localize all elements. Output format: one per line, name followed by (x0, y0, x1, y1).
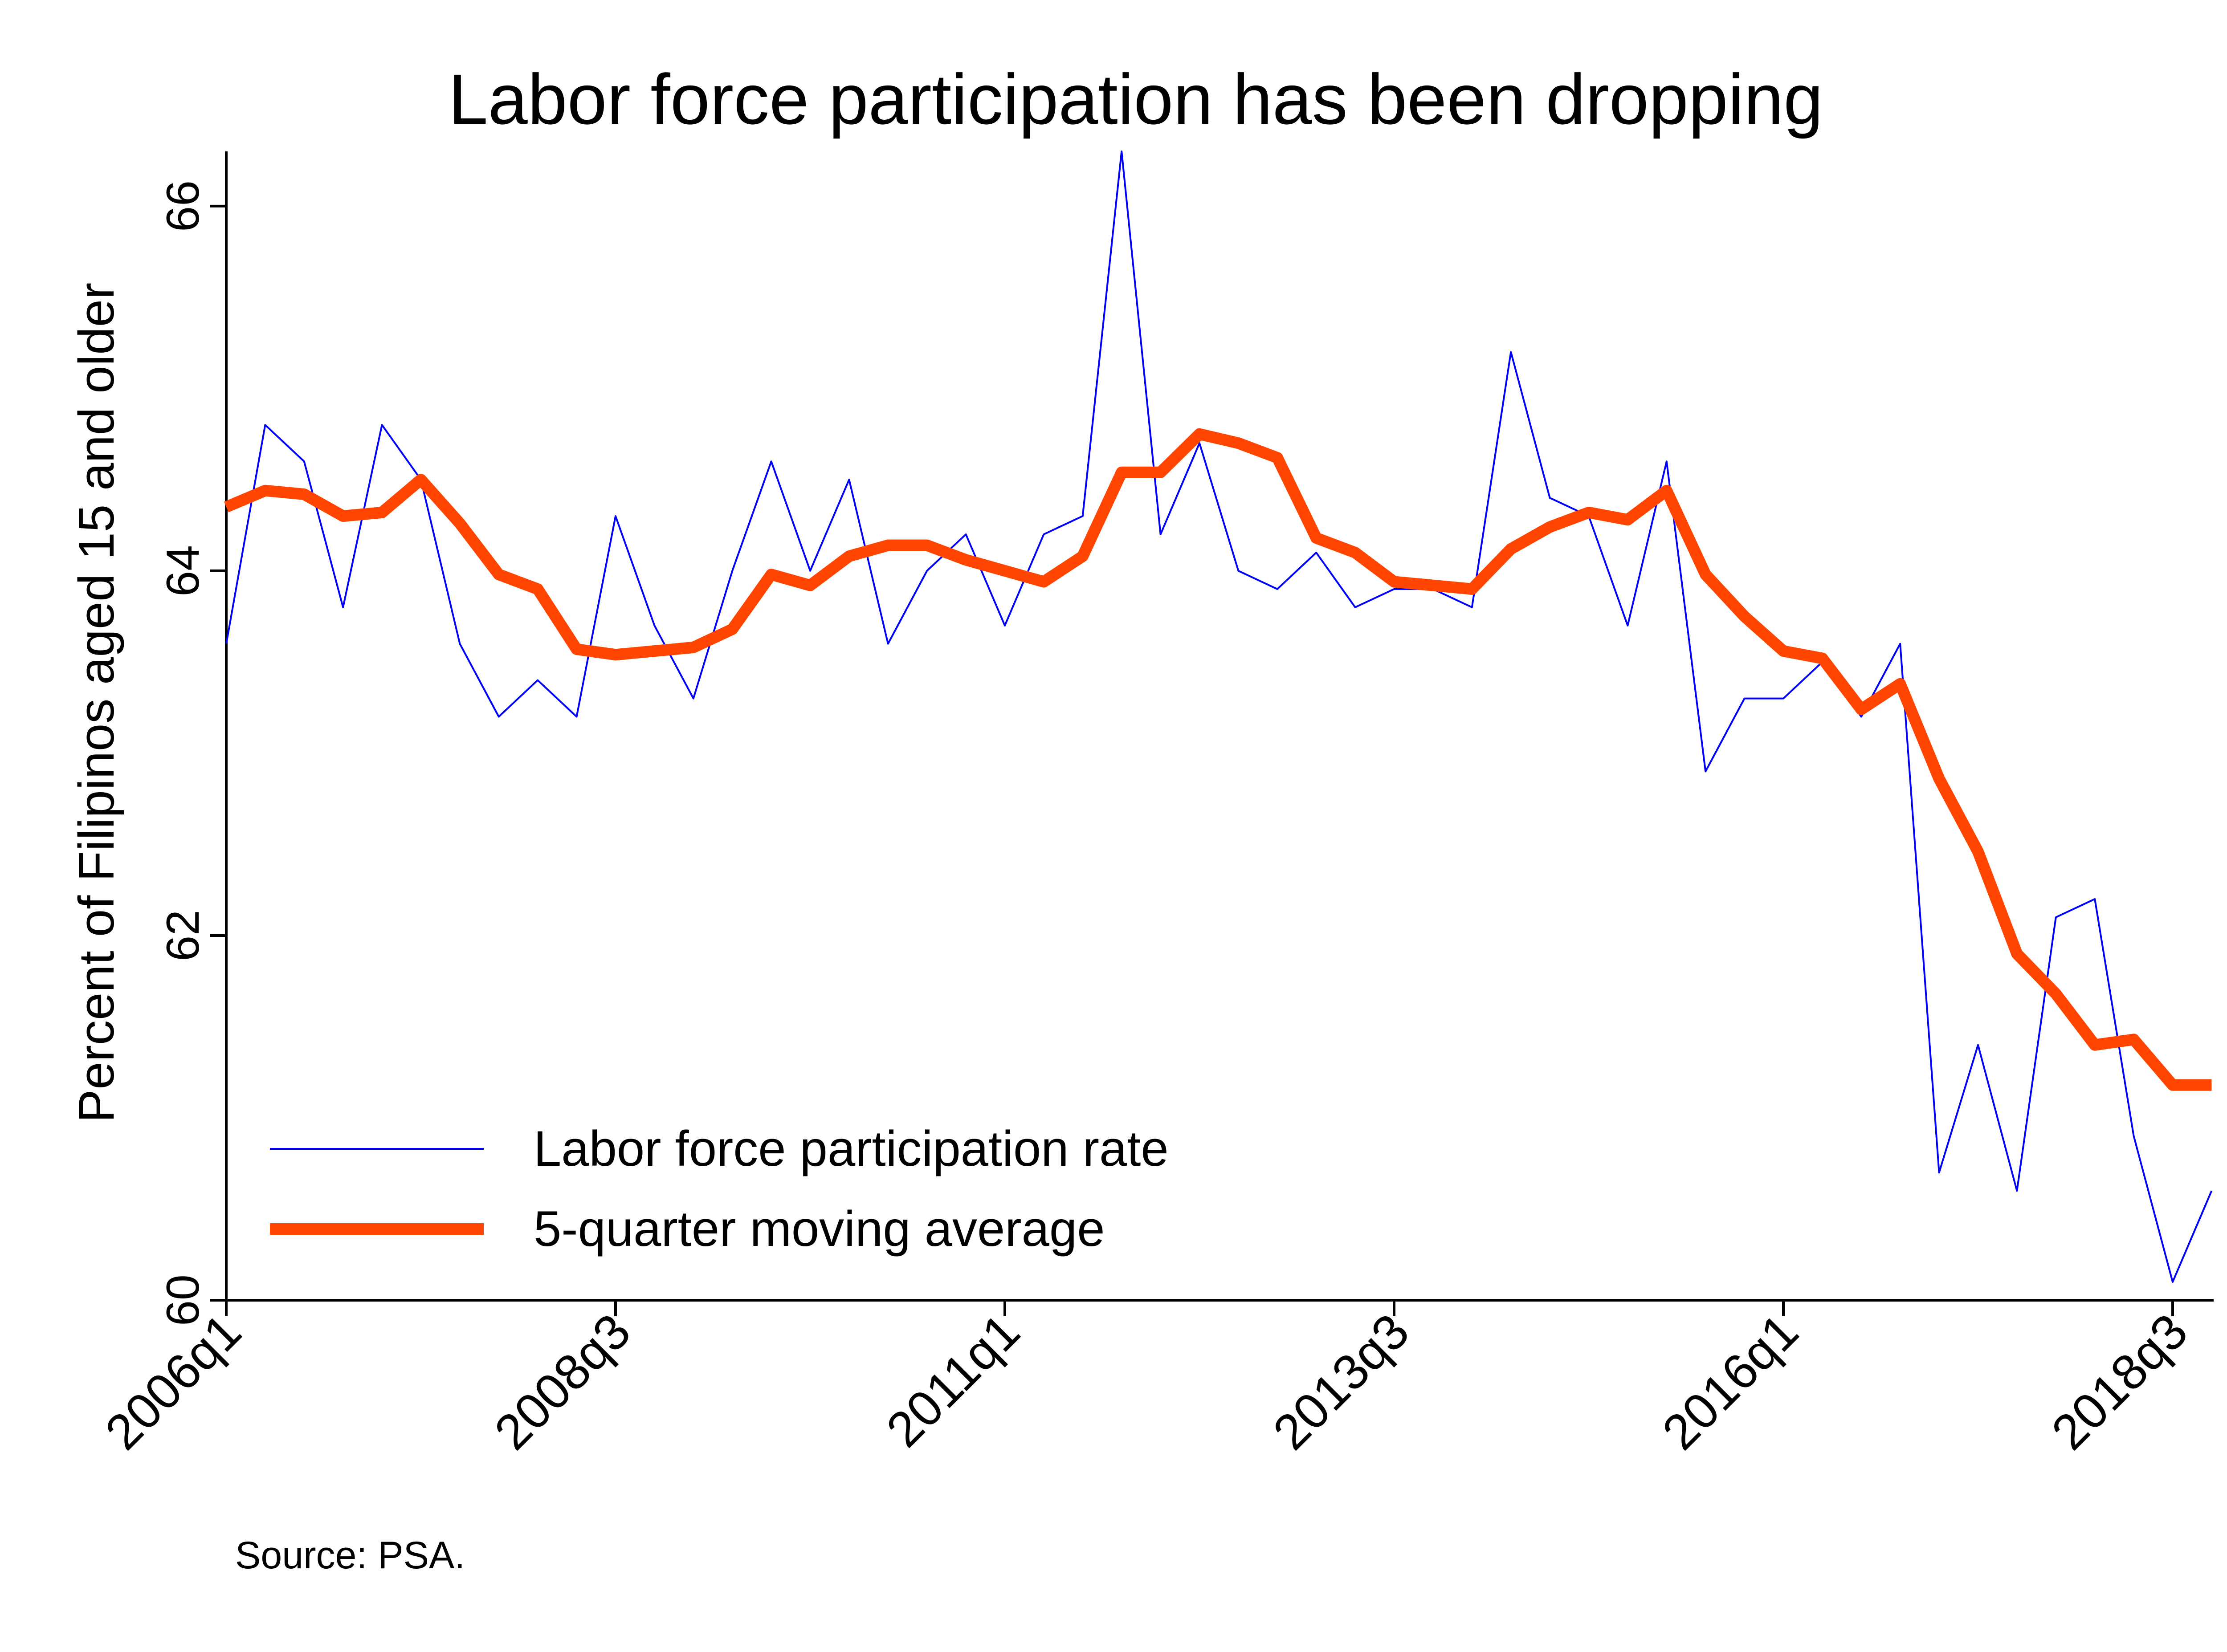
y-axis-label: Percent of Filipinos aged 15 and older (69, 283, 124, 1123)
chart-title: Labor force participation has been dropp… (449, 59, 1823, 139)
y-tick-label: 66 (157, 180, 209, 232)
y-tick-label: 60 (157, 1274, 209, 1326)
y-tick-label: 64 (157, 545, 209, 597)
series-line-participation-rate (225, 151, 2213, 1283)
y-tick-label: 62 (157, 910, 209, 961)
legend-label-participation-rate: Labor force participation rate (534, 1121, 1169, 1176)
source-note: Source: PSA. (235, 1534, 465, 1577)
legend: Labor force participation rate 5-quarter … (270, 1121, 1169, 1257)
legend-label-moving-average: 5-quarter moving average (534, 1201, 1105, 1257)
series-line-moving-average (224, 428, 2212, 1091)
